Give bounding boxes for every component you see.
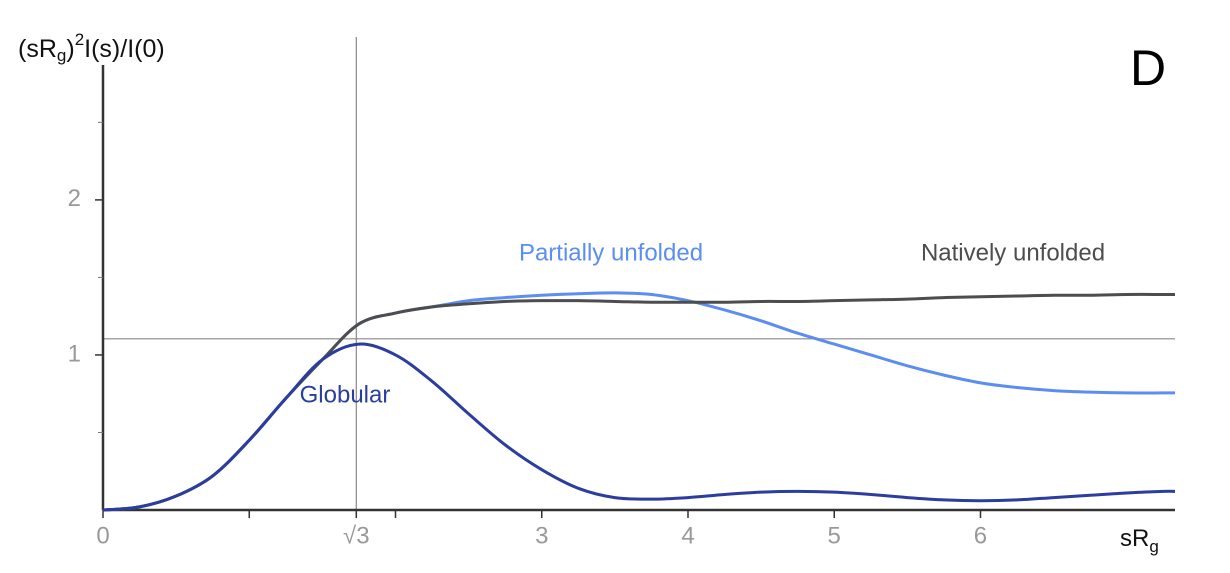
y-label-part: I(s)/I(0) (84, 35, 165, 63)
y-axis-label: (sRg)2I(s)/I(0) (18, 30, 165, 65)
x-tick-label: 0 (96, 522, 109, 549)
y-tick-label: 1 (68, 340, 81, 367)
panel-label: D (1130, 40, 1166, 96)
x-label-sub: g (1149, 537, 1158, 556)
x-tick-label: 4 (681, 522, 694, 549)
x-tick-label: 6 (974, 522, 987, 549)
series-line (102, 342, 1176, 512)
series-label: Natively unfolded (921, 239, 1105, 266)
x-axis-label: sRg (1120, 525, 1159, 556)
series-line (102, 292, 1175, 512)
y-label-part: (sR (18, 35, 57, 63)
y-label-part: ) (66, 35, 74, 63)
y-tick-label: 2 (68, 185, 81, 212)
x-tick-label: 5 (828, 522, 841, 549)
y-label-sup: 2 (75, 30, 84, 49)
series-label: Partially unfolded (519, 239, 703, 266)
series-line (102, 291, 1176, 512)
x-label-part: sR (1120, 525, 1149, 552)
x-tick-label: 3 (535, 522, 548, 549)
y-label-sub: g (57, 46, 66, 65)
x-tick-label: √3 (343, 522, 370, 549)
series-label: Globular (300, 381, 391, 408)
